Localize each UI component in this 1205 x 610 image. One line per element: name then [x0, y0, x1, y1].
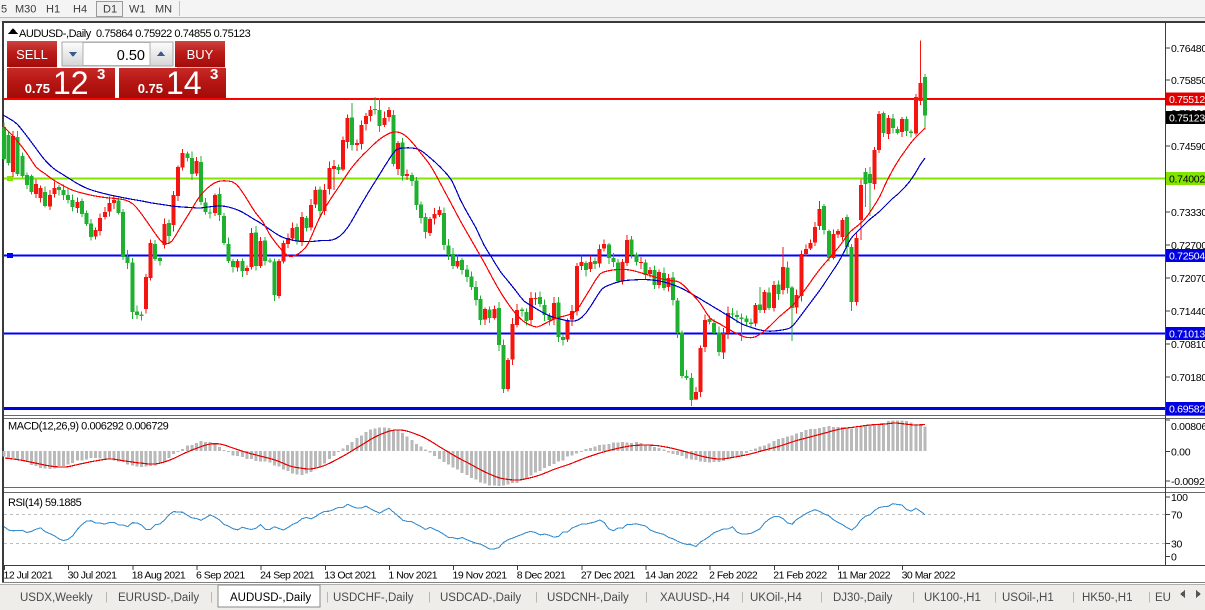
- svg-text:30 Mar 2022: 30 Mar 2022: [902, 570, 956, 582]
- svg-text:0.008061: 0.008061: [1171, 421, 1205, 433]
- svg-text:|: |: [210, 591, 213, 603]
- svg-text:100: 100: [1171, 492, 1188, 504]
- svg-text:0.71013: 0.71013: [1169, 329, 1205, 341]
- svg-text:0.70180: 0.70180: [1171, 372, 1205, 384]
- svg-text:0.72504: 0.72504: [1169, 251, 1205, 263]
- svg-text:0: 0: [1171, 552, 1177, 564]
- svg-text:UK100-,H1: UK100-,H1: [924, 592, 981, 604]
- svg-text:EURUSD-,Daily: EURUSD-,Daily: [118, 592, 199, 604]
- svg-text:0.69582: 0.69582: [1169, 404, 1205, 416]
- svg-text:19 Nov 2021: 19 Nov 2021: [453, 570, 508, 582]
- svg-text:D1: D1: [103, 4, 117, 16]
- svg-text:0.75512: 0.75512: [1169, 94, 1205, 106]
- svg-text:|: |: [326, 591, 329, 603]
- svg-text:USOil-,H1: USOil-,H1: [1002, 592, 1054, 604]
- svg-text:MN: MN: [155, 4, 172, 16]
- svg-text:SELL: SELL: [16, 47, 48, 62]
- svg-text:|: |: [645, 591, 648, 603]
- svg-text:27 Dec 2021: 27 Dec 2021: [581, 570, 636, 582]
- svg-text:USDCHF-,Daily: USDCHF-,Daily: [333, 592, 414, 604]
- svg-text:MACD(12,26,9) 0.006292 0.00672: MACD(12,26,9) 0.006292 0.006729: [8, 421, 169, 433]
- svg-text:0.75: 0.75: [25, 81, 50, 96]
- svg-text:0.72070: 0.72070: [1171, 273, 1205, 285]
- svg-text:W1: W1: [129, 4, 146, 16]
- svg-text:DJ30-,Daily: DJ30-,Daily: [833, 592, 893, 604]
- svg-text:0.73330: 0.73330: [1171, 207, 1205, 219]
- svg-text:|: |: [912, 591, 915, 603]
- svg-text:3: 3: [210, 66, 218, 83]
- svg-text:|: |: [741, 591, 744, 603]
- svg-text:H1: H1: [46, 4, 60, 16]
- svg-text:14 Jan 2022: 14 Jan 2022: [645, 570, 698, 582]
- svg-text:0.76480: 0.76480: [1171, 43, 1205, 55]
- svg-text:0.75123: 0.75123: [1169, 113, 1205, 125]
- svg-text:|: |: [820, 591, 823, 603]
- svg-text:0.00: 0.00: [1171, 447, 1191, 459]
- svg-text:USDX,Weekly: USDX,Weekly: [20, 592, 93, 604]
- svg-text:12 Jul 2021: 12 Jul 2021: [4, 570, 53, 582]
- svg-text:|: |: [1072, 591, 1075, 603]
- svg-text:0.74590: 0.74590: [1171, 141, 1205, 153]
- svg-text:0.75: 0.75: [138, 81, 163, 96]
- svg-text:13 Oct 2021: 13 Oct 2021: [324, 570, 376, 582]
- svg-text:HK50-,H1: HK50-,H1: [1082, 592, 1133, 604]
- svg-text:AUDUSD-,Daily: AUDUSD-,Daily: [230, 592, 311, 604]
- svg-text:11 Mar 2022: 11 Mar 2022: [837, 570, 890, 582]
- svg-text:H4: H4: [73, 4, 87, 16]
- svg-text:30 Jul 2021: 30 Jul 2021: [68, 570, 117, 582]
- svg-text:UKOil-,H4: UKOil-,H4: [750, 592, 802, 604]
- svg-text:21 Feb 2022: 21 Feb 2022: [773, 570, 827, 582]
- svg-text:6 Sep 2021: 6 Sep 2021: [196, 570, 245, 582]
- svg-text:|: |: [105, 591, 108, 603]
- svg-text:30: 30: [1171, 539, 1183, 551]
- svg-text:RSI(14) 59.1885: RSI(14) 59.1885: [8, 497, 82, 509]
- svg-text:1 Nov 2021: 1 Nov 2021: [388, 570, 437, 582]
- svg-text:EU: EU: [1155, 592, 1171, 604]
- svg-text:3: 3: [97, 66, 105, 83]
- svg-text:14: 14: [166, 65, 202, 101]
- svg-text:12: 12: [53, 65, 89, 101]
- svg-text:|: |: [994, 591, 997, 603]
- svg-text:|: |: [535, 591, 538, 603]
- svg-text:USDCAD-,Daily: USDCAD-,Daily: [440, 592, 521, 604]
- svg-text:|: |: [428, 591, 431, 603]
- svg-text:AUDUSD-,Daily 0.75864 0.75922: AUDUSD-,Daily 0.75864 0.75922 0.74855 0.…: [19, 28, 251, 40]
- svg-text:M30: M30: [15, 4, 36, 16]
- svg-text:|: |: [1148, 591, 1151, 603]
- svg-text:5: 5: [1, 4, 7, 16]
- svg-text:0.70810: 0.70810: [1171, 339, 1205, 351]
- svg-text:0.50: 0.50: [117, 48, 145, 64]
- svg-text:18 Aug 2021: 18 Aug 2021: [132, 570, 186, 582]
- svg-text:BUY: BUY: [187, 47, 214, 62]
- svg-text:2 Feb 2022: 2 Feb 2022: [709, 570, 758, 582]
- svg-text:0.75850: 0.75850: [1171, 75, 1205, 87]
- svg-text:8 Dec 2021: 8 Dec 2021: [517, 570, 566, 582]
- svg-text:0.71440: 0.71440: [1171, 306, 1205, 318]
- svg-text:-0.009285: -0.009285: [1171, 476, 1205, 488]
- svg-text:24 Sep 2021: 24 Sep 2021: [260, 570, 315, 582]
- svg-text:0.74002: 0.74002: [1169, 174, 1205, 186]
- svg-text:70: 70: [1171, 510, 1183, 522]
- svg-text:USDCNH-,Daily: USDCNH-,Daily: [547, 592, 629, 604]
- svg-text:XAUUSD-,H4: XAUUSD-,H4: [660, 592, 730, 604]
